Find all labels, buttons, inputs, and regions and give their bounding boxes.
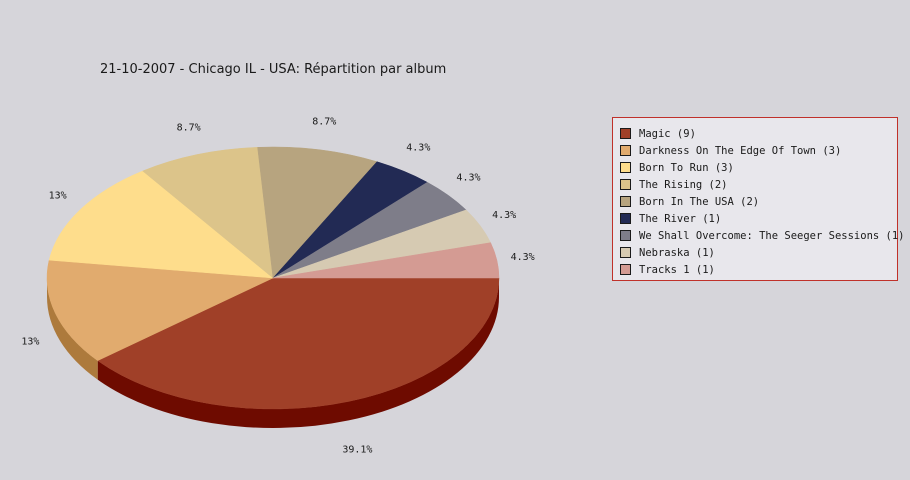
legend-label-2: Born To Run (3) [639,161,734,174]
legend-item-0: Magic (9) [620,125,897,142]
pie-percent-label-8: 4.3% [511,252,535,263]
pie-slice-8 [272,242,500,279]
legend-label-6: We Shall Overcome: The Seeger Sessions (… [639,229,905,242]
pie-sides [47,278,500,428]
legend-item-5: The River (1) [620,210,897,227]
pie-side-0 [97,278,500,428]
legend-swatch-0 [620,128,631,139]
pie-percent-label-5: 4.3% [406,142,430,153]
legend-label-8: Tracks 1 (1) [639,263,715,276]
legend-swatch-3 [620,179,631,190]
legend: Magic (9) Darkness On The Edge Of Town (3… [612,117,905,281]
pie-percent-label-4: 8.7% [312,116,336,127]
legend-swatch-4 [620,196,631,207]
pie-percent-label-6: 4.3% [456,172,480,183]
pie-percent-label-1: 13% [21,336,39,347]
legend-item-4: Born In The USA (2) [620,193,897,210]
legend-swatch-1 [620,145,631,156]
legend-label-1: Darkness On The Edge Of Town (3) [639,144,842,157]
pie-slice-0 [97,277,500,410]
pie-slice-4 [257,146,378,279]
legend-item-7: Nebraska (1) [620,244,897,261]
pie-slices [46,146,500,410]
legend-label-0: Magic (9) [639,127,696,140]
pie-slice-2 [48,170,274,279]
legend-swatch-7 [620,247,631,258]
legend-item-3: The Rising (2) [620,176,897,193]
pie-percent-label-0: 39.1% [342,445,372,456]
pie-percent-label-3: 8.7% [177,122,201,133]
pie-percent-label-7: 4.3% [492,210,516,221]
legend-item-6: We Shall Overcome: The Seeger Sessions (… [620,227,905,244]
pie-labels: 39.1% 13% 13% 8.7% 8.7% 4.3% 4.3% 4.3% 4.3% [21,116,534,455]
legend-label-4: Born In The USA (2) [639,195,760,208]
legend-item-1: Darkness On The Edge Of Town (3) [620,142,897,159]
legend-label-3: The Rising (2) [639,178,728,191]
legend-item-8: Tracks 1 (1) [620,261,897,278]
legend-item-2: Born To Run (3) [620,159,897,176]
legend-label-5: The River (1) [639,212,722,225]
legend-swatch-8 [620,264,631,275]
legend-label-7: Nebraska (1) [639,246,715,259]
chart-title: 21-10-2007 - Chicago IL - USA: Répartiti… [100,62,447,77]
legend-swatch-5 [620,213,631,224]
pie-slice-3 [142,147,274,279]
pie-percent-label-2: 13% [49,190,67,201]
pie-slice-1 [46,259,274,361]
legend-swatch-6 [620,230,631,241]
pie-side-1 [47,278,98,380]
legend-swatch-2 [620,162,631,173]
